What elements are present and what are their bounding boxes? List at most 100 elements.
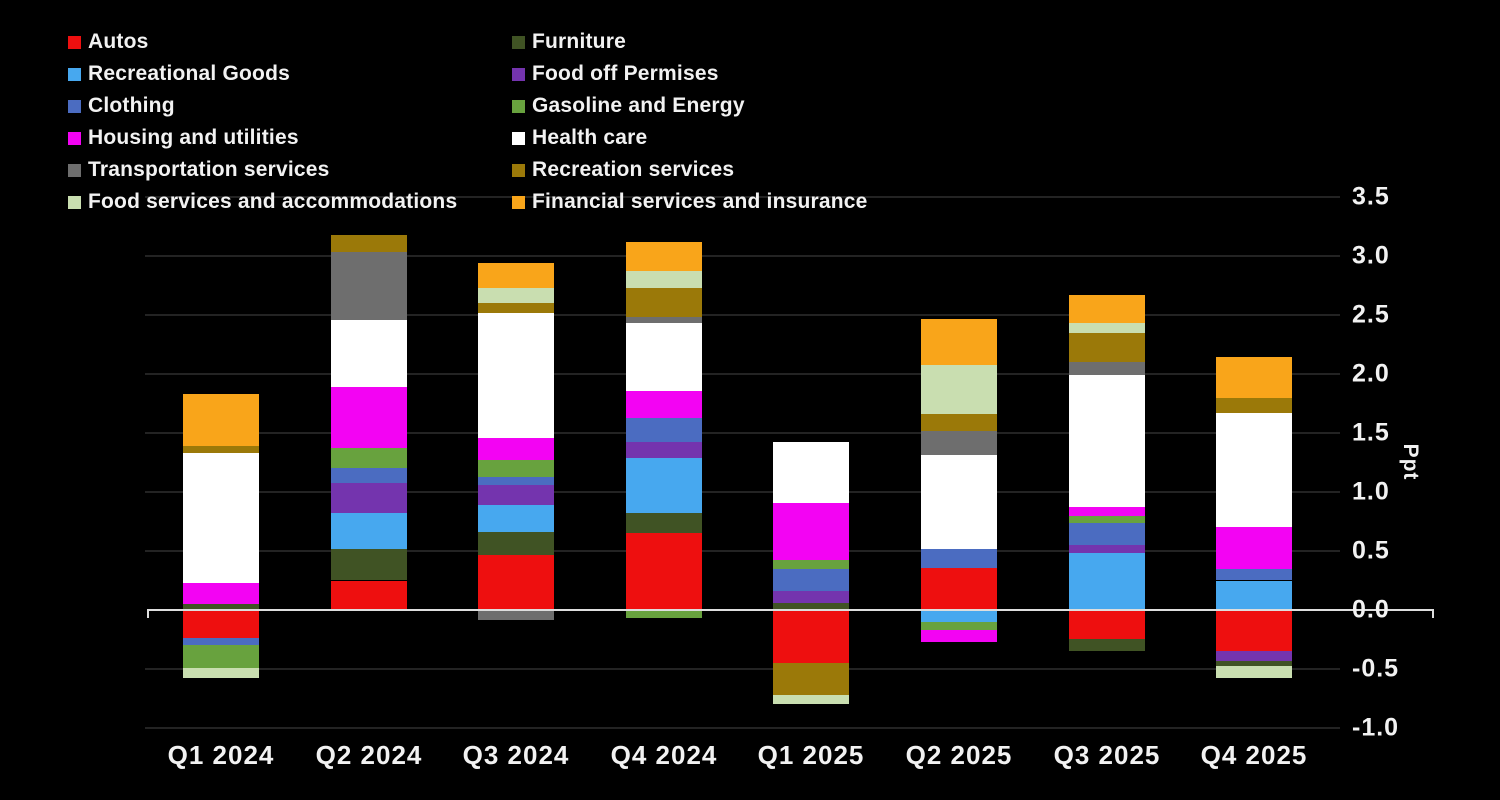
legend-item-food-services: Food services and accommodations	[68, 186, 457, 218]
y-axis-tick-label: 0.0	[1352, 595, 1390, 624]
gridline	[145, 255, 1340, 257]
bar-segment-food-services	[773, 694, 849, 705]
bar-segment-furniture	[183, 604, 259, 610]
bar-segment-furniture	[1216, 660, 1292, 667]
bar-segment-housing	[1069, 507, 1145, 516]
legend-item-label: Transportation services	[88, 158, 330, 181]
y-axis-tick-label: 1.5	[1352, 418, 1390, 447]
bar-segment-food-off-premises	[478, 484, 554, 505]
bar-segment-food-services	[921, 364, 997, 415]
y-axis-unit-label: Ppt	[1399, 443, 1422, 481]
bar-segment-food-services	[626, 271, 702, 288]
bar-segment-recreation-services	[1069, 332, 1145, 363]
bar-segment-recreation-services	[921, 414, 997, 431]
bar-segment-financial	[1216, 357, 1292, 398]
bar-segment-gasoline	[1069, 515, 1145, 523]
legend-item-furniture: Furniture	[512, 26, 868, 58]
bar-segment-clothing	[1216, 568, 1292, 581]
bar-segment-recreation-services	[331, 234, 407, 253]
bar-segment-recreation-services	[1216, 397, 1292, 413]
y-axis-tick-label: 2.5	[1352, 300, 1390, 329]
legend-item-label: Recreation services	[532, 158, 735, 181]
bar-segment-recreation-services	[478, 303, 554, 313]
bar-segment-food-services	[478, 287, 554, 304]
bar-segment-clothing	[773, 568, 849, 592]
bar-segment-autos	[183, 611, 259, 639]
bar-segment-autos	[1216, 611, 1292, 652]
gridline	[145, 314, 1340, 316]
bar-segment-food-off-premises	[1069, 545, 1145, 554]
legend-item-financial: Financial services and insurance	[512, 186, 868, 218]
legend-item-label: Clothing	[88, 94, 175, 117]
bar-segment-transportation	[626, 317, 702, 324]
bar-segment-housing	[626, 390, 702, 418]
bar-segment-health-care	[921, 455, 997, 549]
legend-column: Autos Recreational Goods Clothing Housing a…	[68, 26, 457, 218]
bar-segment-food-services	[1216, 666, 1292, 679]
bar-segment-autos	[626, 533, 702, 610]
y-axis-tick-label: -1.0	[1352, 713, 1400, 742]
y-axis-tick-label: 1.0	[1352, 477, 1390, 506]
bar-segment-transportation	[478, 611, 554, 621]
legend-swatch-icon	[512, 99, 525, 113]
bar-segment-furniture	[1069, 639, 1145, 652]
bar-segment-clothing	[183, 638, 259, 646]
bar-segment-autos	[921, 567, 997, 610]
bar-segment-gasoline	[478, 460, 554, 477]
bar-segment-housing	[331, 386, 407, 449]
bar-segment-gasoline	[331, 448, 407, 469]
legend-item-label: Furniture	[532, 30, 626, 53]
bar-segment-transportation	[921, 430, 997, 456]
bar-segment-financial	[1069, 294, 1145, 324]
gridline	[145, 550, 1340, 552]
bar-segment-health-care	[1216, 412, 1292, 528]
bar-segment-gasoline	[773, 560, 849, 569]
legend-item-housing: Housing and utilities	[68, 122, 457, 154]
bar-segment-recreational-goods	[921, 611, 997, 622]
legend-swatch-icon	[68, 163, 81, 177]
bar-segment-autos	[1069, 611, 1145, 640]
legend-swatch-icon	[512, 67, 525, 81]
bar-segment-clothing	[478, 476, 554, 485]
gridline	[145, 432, 1340, 434]
bar-segment-housing	[478, 437, 554, 461]
bar-segment-food-off-premises	[626, 442, 702, 458]
bar-segment-recreational-goods	[478, 504, 554, 533]
x-axis-tick-label: Q4 2025	[1200, 740, 1308, 770]
bar-segment-gasoline	[183, 645, 259, 668]
legend-swatch-icon	[68, 67, 81, 81]
x-axis-line	[147, 609, 1434, 611]
legend-item-gasoline: Gasoline and Energy	[512, 90, 868, 122]
legend-swatch-icon	[512, 35, 525, 49]
legend-item-label: Gasoline and Energy	[532, 94, 745, 117]
gridline	[145, 373, 1340, 375]
bar-segment-clothing	[1069, 522, 1145, 546]
bar-segment-furniture	[773, 602, 849, 610]
legend-swatch-icon	[68, 35, 81, 49]
bar-segment-autos	[331, 580, 407, 610]
bar-segment-recreation-services	[773, 662, 849, 695]
y-axis-tick-label: 3.5	[1352, 182, 1390, 211]
legend-swatch-icon	[512, 195, 525, 209]
gridline	[145, 668, 1340, 670]
bar-segment-furniture	[626, 513, 702, 534]
bar-segment-food-off-premises	[773, 591, 849, 603]
x-axis-tick-label: Q2 2025	[905, 740, 1013, 770]
bar-segment-transportation	[1069, 362, 1145, 376]
axis-left-tick	[147, 609, 149, 618]
legend-item-health-care: Health care	[512, 122, 868, 154]
legend-item-autos: Autos	[68, 26, 457, 58]
legend-swatch-icon	[68, 195, 81, 209]
bar-segment-health-care	[183, 453, 259, 583]
bar-segment-health-care	[331, 319, 407, 387]
bar-segment-autos	[478, 554, 554, 610]
bar-segment-recreation-services	[183, 445, 259, 454]
gridline	[145, 727, 1340, 729]
bar-segment-financial	[183, 394, 259, 446]
bar-segment-recreational-goods	[331, 513, 407, 549]
legend-swatch-icon	[512, 163, 525, 177]
bar-segment-recreational-goods	[626, 457, 702, 514]
bar-segment-food-off-premises	[331, 482, 407, 514]
bar-segment-furniture	[478, 532, 554, 555]
